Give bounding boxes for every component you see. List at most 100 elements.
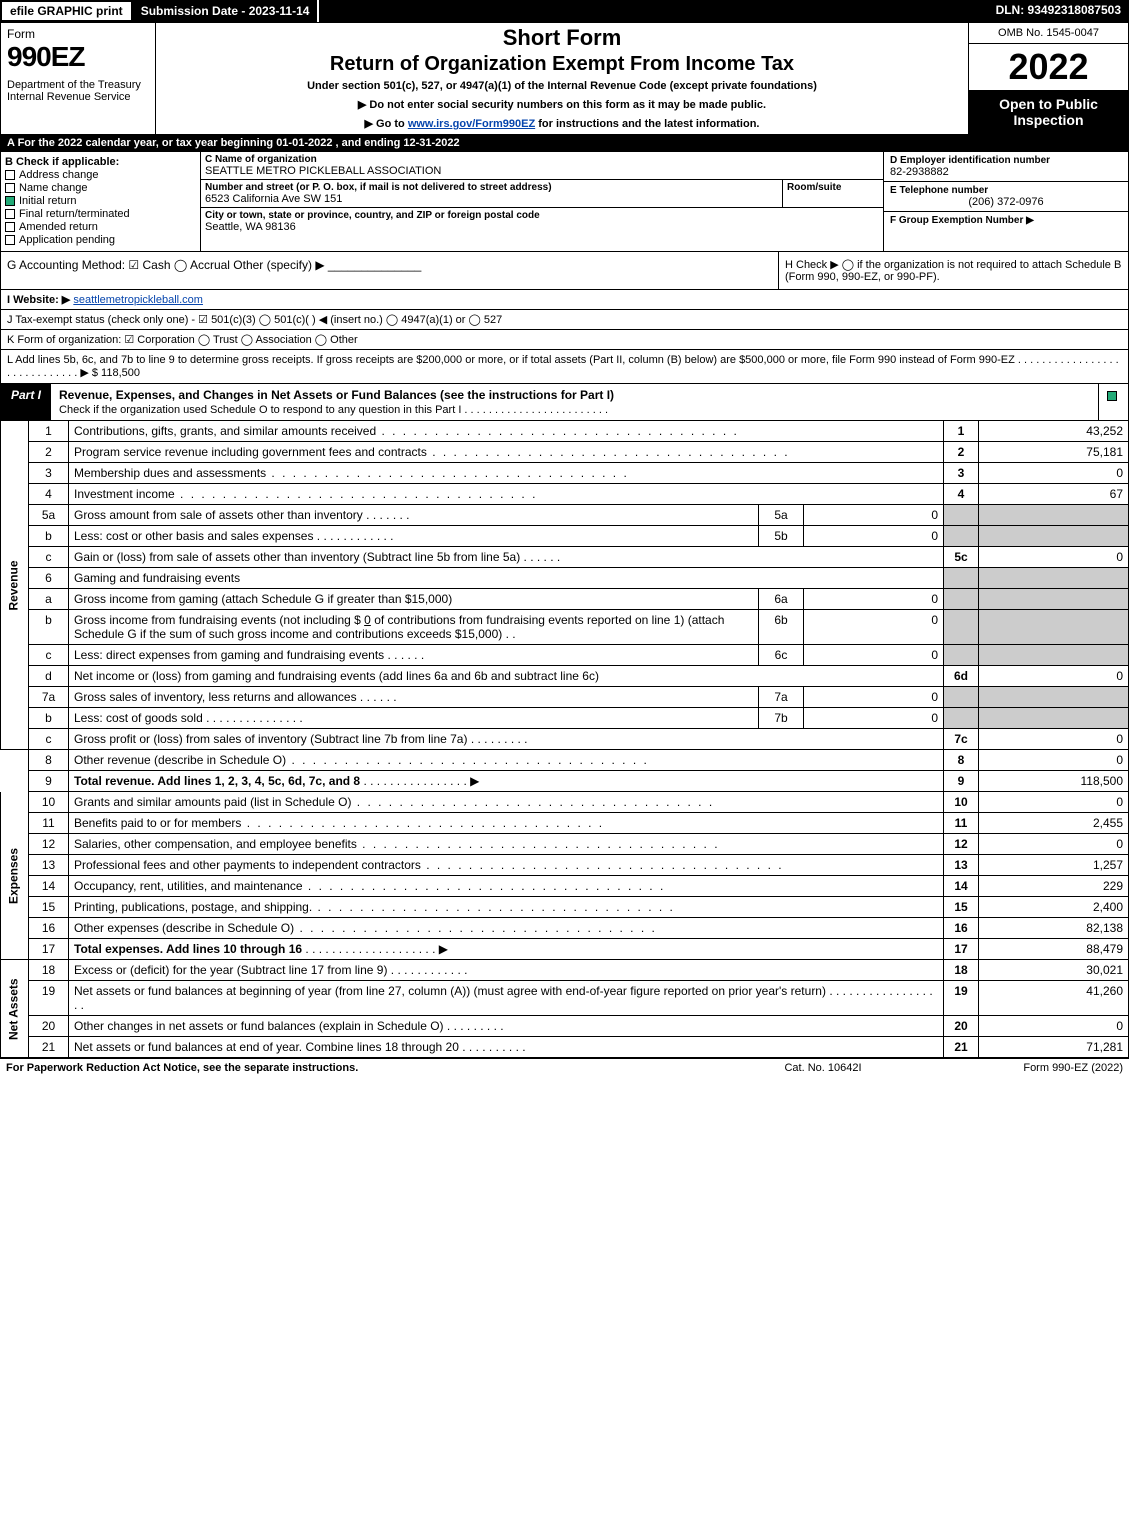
c-city-label: City or town, state or province, country… — [205, 210, 879, 221]
l6b-amount: 0 — [364, 613, 371, 627]
l17-desc: Total expenses. Add lines 10 through 16 … — [69, 939, 944, 960]
l3-desc: Membership dues and assessments — [69, 463, 944, 484]
l6c-rval-shade — [979, 645, 1129, 666]
check-name-change[interactable]: Name change — [5, 182, 196, 194]
l7a-subval: 0 — [804, 687, 944, 708]
l7b-desc: Less: cost of goods sold . . . . . . . .… — [69, 708, 759, 729]
l6c-subval: 0 — [804, 645, 944, 666]
c-city-cell: City or town, state or province, country… — [201, 208, 883, 235]
check-final-return-label: Final return/terminated — [19, 208, 130, 220]
line-5c: c Gain or (loss) from sale of assets oth… — [1, 547, 1129, 568]
l15-desc: Printing, publications, postage, and shi… — [69, 897, 944, 918]
l7c-desc: Gross profit or (loss) from sales of inv… — [69, 729, 944, 750]
form-header: Form 990EZ Department of the Treasury In… — [0, 22, 1129, 135]
e-phone-value: (206) 372-0976 — [890, 196, 1122, 208]
l5b-desc: Less: cost or other basis and sales expe… — [69, 526, 759, 547]
l10-desc: Grants and similar amounts paid (list in… — [69, 792, 944, 813]
l17-arrow: ▶ — [439, 942, 448, 956]
line-8: 8 Other revenue (describe in Schedule O)… — [1, 750, 1129, 771]
row-j-tax-exempt: J Tax-exempt status (check only one) - ☑… — [0, 310, 1129, 330]
check-final-return[interactable]: Final return/terminated — [5, 208, 196, 220]
check-address-change[interactable]: Address change — [5, 169, 196, 181]
l7a-num: 7a — [29, 687, 69, 708]
l17-rnum: 17 — [944, 939, 979, 960]
l12-rnum: 12 — [944, 834, 979, 855]
l2-rnum: 2 — [944, 442, 979, 463]
line-11: 11 Benefits paid to or for members 11 2,… — [1, 813, 1129, 834]
l6a-rnum-shade — [944, 589, 979, 610]
form-note-link: ▶ Go to www.irs.gov/Form990EZ for instru… — [162, 117, 962, 130]
l10-num: 10 — [29, 792, 69, 813]
l7c-rnum: 7c — [944, 729, 979, 750]
c-room-cell: Room/suite — [783, 180, 883, 207]
l7b-num: b — [29, 708, 69, 729]
l6c-subnum: 6c — [759, 645, 804, 666]
g-accounting-method: G Accounting Method: ☑ Cash ◯ Accrual Ot… — [1, 252, 778, 289]
f-group-cell: F Group Exemption Number ▶ — [884, 212, 1128, 251]
l6b-desc: Gross income from fundraising events (no… — [69, 610, 759, 645]
check-application-pending[interactable]: Application pending — [5, 234, 196, 246]
l20-val: 0 — [979, 1016, 1129, 1037]
l6a-subnum: 6a — [759, 589, 804, 610]
l5c-val: 0 — [979, 547, 1129, 568]
l21-val: 71,281 — [979, 1037, 1129, 1058]
l9-desc: Total revenue. Add lines 1, 2, 3, 4, 5c,… — [69, 771, 944, 792]
l19-val: 41,260 — [979, 981, 1129, 1016]
form-id-block: Form 990EZ Department of the Treasury In… — [1, 23, 156, 134]
l3-val: 0 — [979, 463, 1129, 484]
row-l-value: 118,500 — [101, 367, 140, 379]
l5c-num: c — [29, 547, 69, 568]
part1-title-block: Revenue, Expenses, and Changes in Net As… — [51, 384, 1098, 420]
l16-rnum: 16 — [944, 918, 979, 939]
l13-desc: Professional fees and other payments to … — [69, 855, 944, 876]
l1-rnum: 1 — [944, 421, 979, 442]
website-link[interactable]: seattlemetropickleball.com — [73, 294, 203, 306]
l1-num: 1 — [29, 421, 69, 442]
line-10: Expenses 10 Grants and similar amounts p… — [1, 792, 1129, 813]
line-7b: b Less: cost of goods sold . . . . . . .… — [1, 708, 1129, 729]
c-street-cell: Number and street (or P. O. box, if mail… — [201, 180, 783, 207]
check-amended-return[interactable]: Amended return — [5, 221, 196, 233]
footer-cat-no: Cat. No. 10642I — [723, 1062, 923, 1074]
c-name-cell: C Name of organization SEATTLE METRO PIC… — [201, 152, 883, 180]
check-application-pending-label: Application pending — [19, 234, 115, 246]
check-initial-return[interactable]: Initial return — [5, 195, 196, 207]
l6b-d1: Gross income from fundraising events (no… — [74, 613, 361, 627]
l3-num: 3 — [29, 463, 69, 484]
l7c-val: 0 — [979, 729, 1129, 750]
l7b-subnum: 7b — [759, 708, 804, 729]
note2-pre: ▶ Go to — [365, 118, 408, 130]
l6b-rnum-shade — [944, 610, 979, 645]
l6a-rval-shade — [979, 589, 1129, 610]
l18-num: 18 — [29, 960, 69, 981]
l2-desc: Program service revenue including govern… — [69, 442, 944, 463]
l5b-subval: 0 — [804, 526, 944, 547]
irs-link[interactable]: www.irs.gov/Form990EZ — [408, 118, 535, 130]
l9-rnum: 9 — [944, 771, 979, 792]
col-b-checkboxes: B Check if applicable: Address change Na… — [1, 152, 201, 251]
line-7a: 7a Gross sales of inventory, less return… — [1, 687, 1129, 708]
l6-rval-shade — [979, 568, 1129, 589]
l5b-rval-shade — [979, 526, 1129, 547]
l5a-rval-shade — [979, 505, 1129, 526]
l7a-desc: Gross sales of inventory, less returns a… — [69, 687, 759, 708]
form-subtitle: Under section 501(c), 527, or 4947(a)(1)… — [162, 80, 962, 92]
l18-desc: Excess or (deficit) for the year (Subtra… — [69, 960, 944, 981]
efile-print-label[interactable]: efile GRAPHIC print — [0, 0, 133, 22]
e-phone-cell: E Telephone number (206) 372-0976 — [884, 182, 1128, 212]
l5b-num: b — [29, 526, 69, 547]
line-16: 16 Other expenses (describe in Schedule … — [1, 918, 1129, 939]
l11-desc: Benefits paid to or for members — [69, 813, 944, 834]
part1-checkbox[interactable] — [1098, 384, 1128, 420]
l2-num: 2 — [29, 442, 69, 463]
l5c-desc: Gain or (loss) from sale of assets other… — [69, 547, 944, 568]
l15-val: 2,400 — [979, 897, 1129, 918]
l10-val: 0 — [979, 792, 1129, 813]
line-3: 3 Membership dues and assessments 3 0 — [1, 463, 1129, 484]
l11-val: 2,455 — [979, 813, 1129, 834]
l6b-subval: 0 — [804, 610, 944, 645]
row-i-website: I Website: ▶ seattlemetropickleball.com — [0, 290, 1129, 310]
row-gh: G Accounting Method: ☑ Cash ◯ Accrual Ot… — [0, 252, 1129, 290]
l9-val: 118,500 — [979, 771, 1129, 792]
l6a-desc: Gross income from gaming (attach Schedul… — [69, 589, 759, 610]
